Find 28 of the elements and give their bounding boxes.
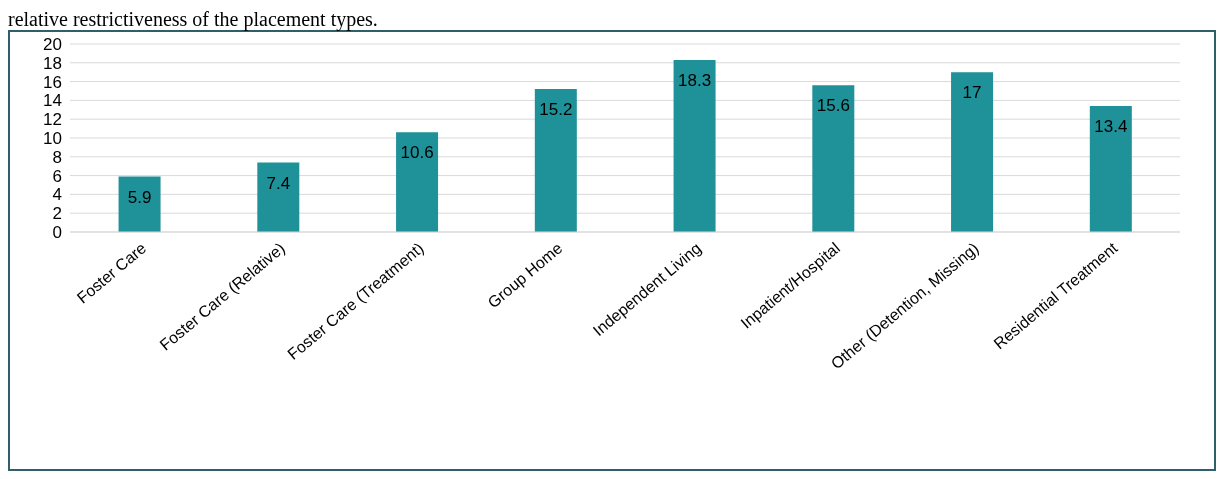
data-label: 5.9 (127, 187, 152, 207)
y-tick-label: 4 (52, 185, 62, 205)
y-tick-label: 14 (43, 91, 62, 111)
data-label: 18.3 (678, 71, 712, 91)
bar (1089, 106, 1132, 232)
bar (257, 162, 300, 232)
bar (396, 132, 439, 232)
data-label: 7.4 (266, 173, 291, 193)
data-label: 10.6 (400, 143, 434, 163)
y-tick-label: 2 (52, 204, 62, 224)
bar (812, 85, 855, 232)
data-label: 17 (962, 83, 982, 103)
y-tick-label: 6 (52, 166, 62, 186)
bar (673, 59, 716, 232)
data-label: 15.2 (539, 100, 573, 120)
y-tick-label: 20 (43, 35, 62, 55)
data-label: 13.4 (1094, 117, 1128, 137)
y-tick-label: 12 (43, 110, 62, 130)
text: relative restrictiveness of the placement types. (8, 8, 379, 30)
y-tick-label: 18 (43, 53, 62, 73)
data-label: 15.6 (816, 96, 850, 116)
bar (951, 72, 994, 232)
bar (118, 176, 161, 232)
y-tick-label: 10 (43, 129, 62, 149)
y-tick-label: 16 (43, 72, 62, 92)
bar (534, 89, 577, 232)
y-tick-label: 0 (52, 223, 62, 243)
y-tick-label: 8 (52, 147, 62, 167)
